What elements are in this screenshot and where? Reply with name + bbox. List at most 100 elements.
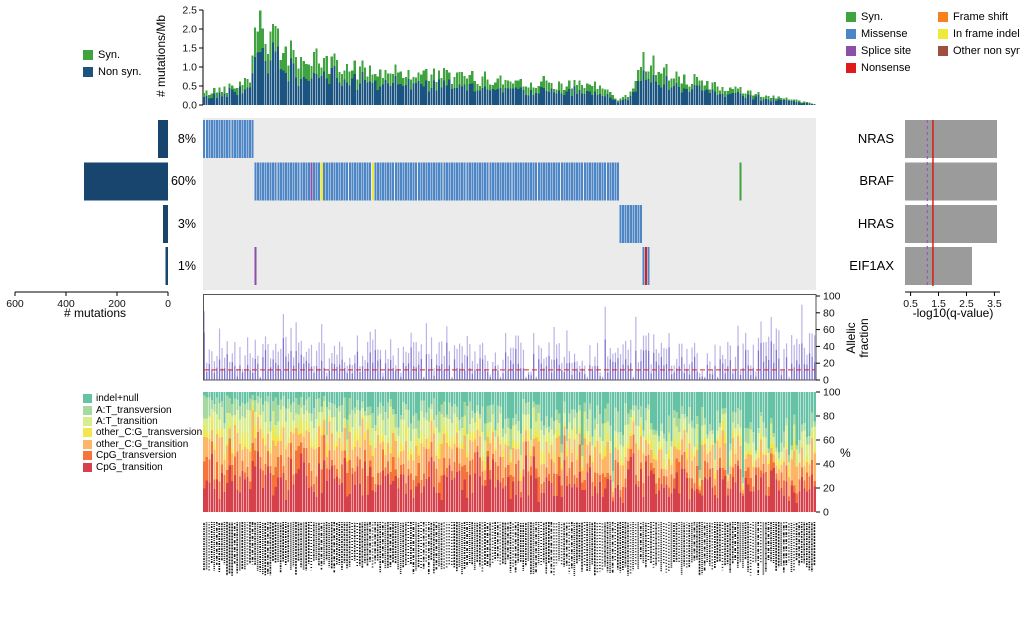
legend-label: Syn.	[861, 10, 884, 23]
svg-text:20: 20	[823, 358, 835, 370]
svg-text:20: 20	[823, 483, 835, 495]
gene-percent-label: 8%	[177, 132, 196, 146]
legend-item: A:T_transversion	[83, 404, 202, 416]
legend-item: indel+null	[83, 393, 202, 404]
svg-text:2.5: 2.5	[959, 298, 974, 310]
svg-text:80: 80	[823, 307, 835, 319]
legend-swatch-icon	[938, 28, 948, 39]
legend-item: Syn.	[83, 46, 141, 63]
svg-text:60: 60	[823, 324, 835, 336]
mutation-count-bars	[83, 120, 168, 286]
legend-swatch-icon	[83, 405, 92, 415]
legend-swatch-icon	[846, 28, 856, 39]
svg-text:600: 600	[6, 298, 24, 310]
legend-item: Nonsense	[846, 59, 911, 76]
qvalue-axis: 0.5 1.5 2.5 3.5	[903, 291, 1002, 310]
legend-label: A:T_transition	[96, 415, 158, 427]
svg-text:100: 100	[823, 387, 841, 399]
legend-item: other_C:G_transversion	[83, 427, 202, 438]
mutation-count-axis-title: # mutations	[63, 306, 127, 320]
svg-text:1.5: 1.5	[182, 43, 197, 55]
gene-name-label: HRAS	[857, 216, 894, 231]
svg-text:80: 80	[823, 411, 835, 423]
legend-label: other_C:G_transition	[96, 438, 189, 450]
matrix-row-EIF1AX	[254, 247, 650, 286]
matrix-row-HRAS	[619, 204, 642, 243]
spectrum-axis-title: %	[840, 446, 851, 460]
legend-label: Other non syn.	[953, 44, 1020, 57]
gene-mutation-matrix	[203, 118, 816, 290]
qvalue-axis-title: -log10(q-value)	[912, 306, 994, 320]
rate-bars	[203, 10, 816, 105]
legend-swatch-icon	[83, 451, 92, 461]
legend-item: Frame shift	[938, 8, 1020, 25]
legend-swatch-icon	[938, 11, 948, 22]
mutation-type-legend-primary: Syn. Missense Splice site Nonsense	[846, 8, 911, 76]
mutation-count-axis: 600 400 200 0	[6, 291, 171, 310]
legend-item: Syn.	[846, 8, 911, 25]
svg-text:1.5: 1.5	[931, 298, 946, 310]
legend-label: In frame indel	[953, 27, 1020, 40]
svg-text:1.0: 1.0	[182, 62, 197, 74]
spectrum-y-axis: 0 20 40 60 80 100	[816, 387, 841, 519]
gene-percent-label: 3%	[177, 217, 196, 231]
gene-percent-label: 60%	[170, 174, 196, 188]
legend-swatch-icon	[83, 66, 93, 77]
gene-percent-label: 1%	[177, 259, 196, 273]
legend-label: Nonsense	[861, 61, 911, 74]
legend-label: Frame shift	[953, 10, 1009, 23]
rate-y-axis: 0.0 0.5 1.0 1.5 2.0 2.5	[182, 5, 204, 112]
svg-text:0.5: 0.5	[182, 81, 197, 93]
svg-text:40: 40	[823, 459, 835, 471]
legend-item: Splice site	[846, 42, 911, 59]
sample-id-marks	[203, 522, 816, 576]
legend-item: CpG_transition	[83, 461, 202, 473]
svg-text:2.0: 2.0	[182, 24, 197, 36]
legend-swatch-icon	[83, 394, 92, 404]
legend-label: indel+null	[96, 393, 139, 405]
svg-text:0.0: 0.0	[182, 100, 197, 112]
legend-swatch-icon	[846, 62, 856, 73]
legend-label: A:T_transversion	[96, 404, 172, 416]
svg-text:200: 200	[108, 298, 126, 310]
legend-label: CpG_transition	[96, 461, 163, 473]
legend-swatch-icon	[83, 428, 92, 438]
legend-item: CpG_transversion	[83, 450, 202, 461]
rate-legend: Syn. Non syn.	[83, 46, 141, 80]
qvalue-bars	[905, 120, 998, 286]
legend-label: other_C:G_transversion	[96, 427, 203, 439]
svg-text:40: 40	[823, 341, 835, 353]
sample-id-band	[203, 522, 816, 576]
matrix-row-BRAF	[254, 162, 742, 201]
mutation-rate-chart: 0.0 0.5 1.0 1.5 2.0 2.5	[182, 5, 816, 112]
legend-label: Splice site	[861, 44, 912, 57]
svg-text:60: 60	[823, 435, 835, 447]
legend-item: A:T_transition	[83, 416, 202, 427]
svg-text:400: 400	[57, 298, 75, 310]
gene-name-label: NRAS	[857, 131, 894, 146]
legend-swatch-icon	[83, 439, 92, 449]
legend-label: Syn.	[98, 48, 121, 61]
allelic-fraction-chart: 0 20 40 60 80 100	[203, 291, 841, 387]
legend-swatch-icon	[83, 416, 92, 426]
svg-text:100: 100	[823, 291, 841, 303]
legend-swatch-icon	[846, 45, 856, 56]
gene-name-label: BRAF	[859, 173, 894, 188]
legend-item: other_C:G_transition	[83, 439, 202, 450]
allelic-fraction-lines	[203, 304, 816, 380]
mutation-spectrum-chart: 0 20 40 60 80 100	[203, 387, 841, 519]
svg-text:0: 0	[823, 507, 829, 519]
legend-label: CpG_transversion	[96, 450, 177, 462]
mutation-rate-axis-title: # mutations/Mb	[154, 14, 168, 98]
legend-swatch-icon	[938, 45, 948, 56]
legend-swatch-icon	[846, 11, 856, 22]
mutation-type-legend-secondary: Frame shift In frame indel Other non syn.	[938, 8, 1020, 59]
svg-text:0: 0	[165, 298, 171, 310]
svg-text:3.5: 3.5	[987, 298, 1002, 310]
legend-item: In frame indel	[938, 25, 1020, 42]
allelic-fraction-axis-title: Allelic fraction	[844, 318, 871, 357]
legend-label: Missense	[861, 27, 908, 40]
allelic-plot-border	[203, 294, 817, 381]
legend-swatch-icon	[83, 462, 92, 472]
spectrum-bars	[203, 392, 816, 512]
